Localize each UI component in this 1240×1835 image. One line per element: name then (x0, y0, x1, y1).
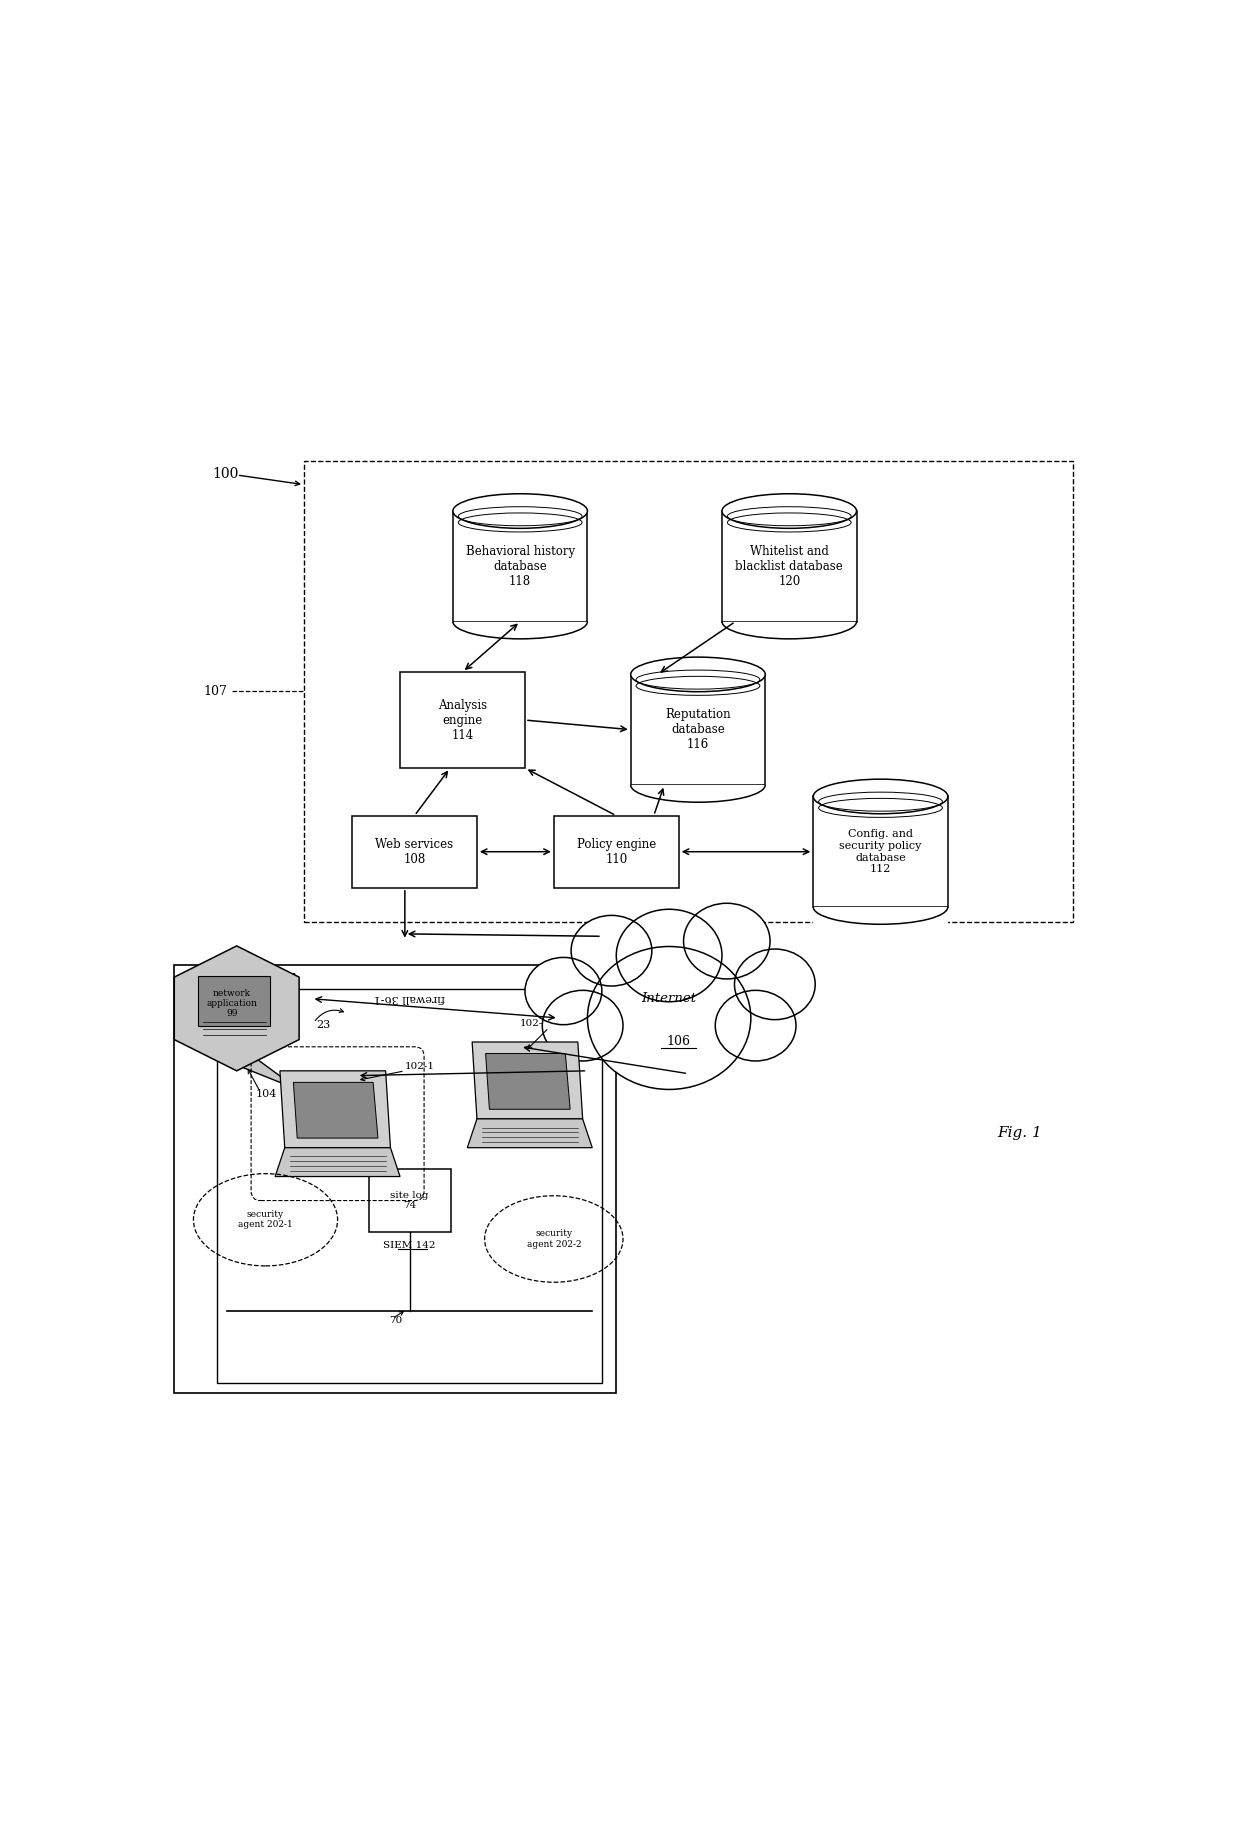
Text: Web services
108: Web services 108 (376, 839, 454, 866)
Text: network
application
99: network application 99 (206, 989, 258, 1018)
Ellipse shape (572, 916, 652, 985)
Text: Analysis
engine
114: Analysis engine 114 (438, 699, 487, 741)
Bar (631, 785, 765, 802)
Text: 23: 23 (316, 1020, 330, 1029)
Bar (453, 510, 588, 622)
Bar (453, 622, 588, 639)
Bar (554, 817, 678, 888)
Text: Behavioral history
database
118: Behavioral history database 118 (465, 545, 575, 587)
Text: 104: 104 (255, 1088, 278, 1099)
Text: 102-2: 102-2 (521, 1018, 551, 1028)
Ellipse shape (542, 991, 622, 1061)
Text: Whitelist and
blacklist database
120: Whitelist and blacklist database 120 (735, 545, 843, 587)
Bar (813, 906, 947, 925)
Ellipse shape (616, 910, 722, 1002)
Bar (401, 672, 525, 769)
Ellipse shape (525, 958, 601, 1024)
Text: security
agent 202-2: security agent 202-2 (527, 1229, 582, 1248)
Bar (368, 1169, 450, 1231)
Text: site log
74: site log 74 (391, 1191, 429, 1211)
Ellipse shape (715, 991, 796, 1061)
Text: 102-1: 102-1 (404, 1062, 435, 1072)
Text: security
agent 202-1: security agent 202-1 (238, 1209, 293, 1229)
Bar (174, 965, 616, 1393)
Ellipse shape (722, 494, 857, 528)
Ellipse shape (683, 903, 770, 978)
Bar (722, 622, 857, 639)
Text: 100: 100 (213, 468, 239, 481)
Text: 107: 107 (203, 684, 227, 697)
Polygon shape (227, 1059, 299, 1090)
Text: 106: 106 (667, 1035, 691, 1048)
Text: SIEM 142: SIEM 142 (383, 1242, 436, 1250)
Text: Reputation
database
116: Reputation database 116 (665, 708, 730, 751)
Polygon shape (280, 1072, 391, 1147)
Bar (352, 817, 477, 888)
Bar (813, 796, 947, 906)
Text: 70: 70 (388, 1316, 402, 1325)
Text: firewall 36-1: firewall 36-1 (374, 993, 445, 1004)
Text: Policy engine
110: Policy engine 110 (577, 839, 656, 866)
Bar (217, 989, 601, 1384)
Polygon shape (472, 1042, 583, 1119)
Bar (631, 675, 765, 785)
Polygon shape (275, 1147, 401, 1176)
Ellipse shape (588, 947, 750, 1090)
Polygon shape (294, 1083, 378, 1138)
Polygon shape (486, 1053, 570, 1110)
Ellipse shape (453, 494, 588, 528)
Ellipse shape (813, 780, 947, 813)
Polygon shape (175, 945, 299, 1072)
Bar (722, 510, 857, 622)
Ellipse shape (734, 949, 815, 1020)
Text: Fig. 1: Fig. 1 (997, 1127, 1043, 1140)
Text: Internet: Internet (641, 993, 697, 1006)
Bar (198, 976, 270, 1026)
Bar (304, 461, 1073, 921)
Ellipse shape (631, 657, 765, 692)
Polygon shape (467, 1119, 593, 1147)
Text: Config. and
security policy
database
112: Config. and security policy database 112 (839, 829, 921, 873)
Text: Company A 122-1: Company A 122-1 (182, 973, 298, 985)
